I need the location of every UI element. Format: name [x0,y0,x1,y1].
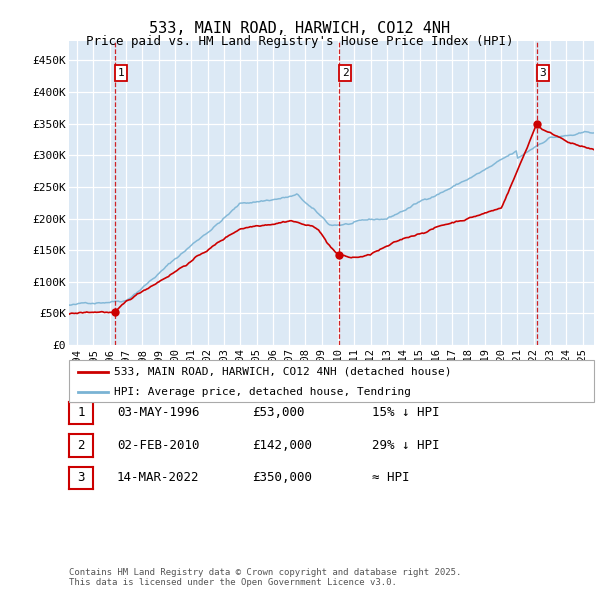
Text: £350,000: £350,000 [252,471,312,484]
Text: 533, MAIN ROAD, HARWICH, CO12 4NH (detached house): 533, MAIN ROAD, HARWICH, CO12 4NH (detac… [114,367,452,377]
Text: Price paid vs. HM Land Registry's House Price Index (HPI): Price paid vs. HM Land Registry's House … [86,35,514,48]
Text: 29% ↓ HPI: 29% ↓ HPI [372,439,439,452]
Text: ≈ HPI: ≈ HPI [372,471,409,484]
Text: £53,000: £53,000 [252,407,305,419]
Text: HPI: Average price, detached house, Tendring: HPI: Average price, detached house, Tend… [114,387,411,396]
Text: 02-FEB-2010: 02-FEB-2010 [117,439,199,452]
Text: 15% ↓ HPI: 15% ↓ HPI [372,407,439,419]
Text: 2: 2 [342,68,349,78]
Text: 533, MAIN ROAD, HARWICH, CO12 4NH: 533, MAIN ROAD, HARWICH, CO12 4NH [149,21,451,35]
Text: Contains HM Land Registry data © Crown copyright and database right 2025.
This d: Contains HM Land Registry data © Crown c… [69,568,461,587]
Text: 1: 1 [118,68,124,78]
Text: £142,000: £142,000 [252,439,312,452]
Text: 14-MAR-2022: 14-MAR-2022 [117,471,199,484]
Text: 03-MAY-1996: 03-MAY-1996 [117,407,199,419]
Text: 1: 1 [77,407,85,419]
Text: 2: 2 [77,439,85,452]
Text: 3: 3 [77,471,85,484]
Text: 3: 3 [539,68,546,78]
